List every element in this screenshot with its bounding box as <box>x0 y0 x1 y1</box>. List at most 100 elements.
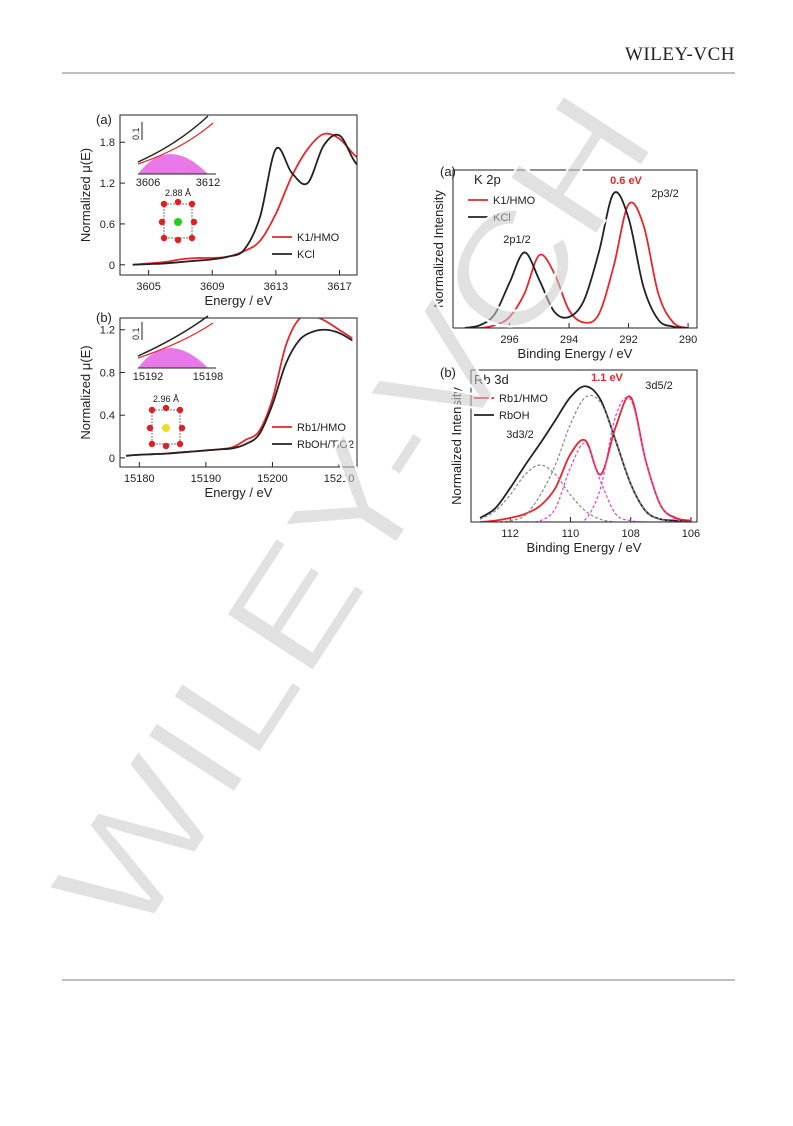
x-axis-label: Binding Energy / eV <box>527 540 642 555</box>
y-tick-label: 1.2 <box>100 325 115 337</box>
y-tick-label: 0 <box>109 260 115 272</box>
chart: (a) 296 294 292 290 Binding Energy / eV Normal… <box>431 164 698 361</box>
chart: (a) 3605 3609 3613 3617 0 0.6 1.2 1.8 Energy / eV… <box>78 112 358 308</box>
legend-label: K1/HMO <box>493 195 536 207</box>
component-curve <box>480 396 692 522</box>
oxygen-atom <box>160 200 168 208</box>
plot-area <box>464 191 689 328</box>
y-axis-label: Normalized μ(E) <box>78 148 93 242</box>
y-axis-label: Normalized μ(E) <box>78 345 93 439</box>
spectrum-line <box>464 191 689 328</box>
bond-length: 2.96 Å <box>153 394 179 404</box>
oxygen-atom <box>188 234 196 242</box>
oxygen-atom <box>158 218 166 226</box>
x-tick-label: 294 <box>560 334 578 346</box>
annotation: 2p1/2 <box>503 234 531 246</box>
spectrum-line <box>132 132 357 266</box>
x-tick-label: 110 <box>562 528 580 540</box>
plot-frame <box>119 114 358 276</box>
inset-tick-label: 3612 <box>196 177 220 189</box>
center-atom <box>162 424 170 432</box>
x-axis-label: Energy / eV <box>205 485 273 500</box>
inset-tick-label: 3606 <box>136 177 160 189</box>
plot-area <box>125 318 353 457</box>
chart: (b) 112 110 108 106 Binding Energy / eV Normal… <box>440 365 700 555</box>
legend-label: K1/HMO <box>297 232 340 244</box>
spectrum-line <box>132 133 357 266</box>
inset-curve <box>137 115 209 163</box>
x-tick-label: 292 <box>619 334 637 346</box>
legend-label: RbOH/TiO2 <box>297 439 354 451</box>
oxygen-atom <box>174 236 182 244</box>
x-tick-label: 112 <box>501 528 519 540</box>
x-axis-label: Energy / eV <box>205 293 273 308</box>
panel-label: (a) <box>440 164 456 179</box>
inset-peak <box>138 154 208 174</box>
plot-frame <box>452 169 698 329</box>
annotation: 0.6 eV <box>610 175 642 187</box>
x-axis-label: Binding Energy / eV <box>518 346 633 361</box>
annotation: 3d5/2 <box>645 380 673 392</box>
x-tick-label: 296 <box>500 334 518 346</box>
scale-label: 0.1 <box>131 327 141 340</box>
oxygen-atom <box>178 424 186 432</box>
x-tick-label: 3605 <box>136 281 160 293</box>
inset-curve <box>137 122 214 165</box>
oxygen-atom <box>176 440 184 448</box>
inset-curve <box>137 322 214 359</box>
panel-label: (b) <box>96 310 112 325</box>
x-tick-label: 108 <box>622 528 640 540</box>
inset-peak <box>138 348 208 368</box>
x-tick-label: 15180 <box>124 473 155 485</box>
plot-frame <box>470 369 698 523</box>
x-tick-label: 106 <box>682 528 700 540</box>
plot-area <box>479 385 692 522</box>
annotation: K 2p <box>474 172 501 187</box>
x-tick-label: 15210 <box>324 473 355 485</box>
x-tick-label: 3617 <box>327 281 351 293</box>
inset-tick-label: 15198 <box>193 371 224 383</box>
legend-label: KCl <box>297 249 315 261</box>
chart: (b) 15180 15190 15200 15210 0 0.4 0.8 1.2 Energy … <box>78 310 358 500</box>
legend-label: Rb1/HMO <box>499 393 548 405</box>
y-tick-label: 1.2 <box>100 178 115 190</box>
oxygen-atom <box>188 200 196 208</box>
x-tick-label: 15200 <box>257 473 288 485</box>
y-axis-label: Normalized Intensity <box>431 190 446 308</box>
y-tick-label: 0.6 <box>100 219 115 231</box>
oxygen-atom <box>176 406 184 414</box>
oxygen-atom <box>190 218 198 226</box>
plot-area <box>132 132 357 266</box>
oxygen-atom <box>174 198 182 206</box>
annotation: 2p3/2 <box>651 188 679 200</box>
oxygen-atom <box>146 424 154 432</box>
panel-label: (b) <box>440 365 456 380</box>
plot-frame <box>119 317 358 468</box>
center-atom <box>174 218 182 226</box>
y-tick-label: 1.8 <box>100 137 115 149</box>
inset-tick-label: 15192 <box>133 371 164 383</box>
oxygen-atom <box>148 406 156 414</box>
oxygen-atom <box>162 442 170 450</box>
x-tick-label: 15190 <box>191 473 222 485</box>
oxygen-atom <box>148 440 156 448</box>
y-tick-label: 0.8 <box>100 367 115 379</box>
legend-label: RbOH <box>499 410 530 422</box>
oxygen-atom <box>162 404 170 412</box>
legend-label: KCl <box>493 212 511 224</box>
x-tick-label: 3609 <box>200 281 224 293</box>
spectrum-line <box>464 201 689 328</box>
publisher-logo: WILEY-VCH <box>625 44 735 65</box>
scale-label: 0.1 <box>131 127 141 140</box>
component-curve <box>479 464 691 522</box>
y-tick-label: 0 <box>109 453 115 465</box>
bond-length: 2.88 Å <box>165 188 191 198</box>
spectrum-line <box>125 328 353 457</box>
x-tick-label: 3613 <box>264 281 288 293</box>
y-axis-label: Normalized Intensity <box>449 387 464 505</box>
annotation: Rb 3d <box>474 372 509 387</box>
panel-label: (a) <box>96 112 112 127</box>
annotation: 1.1 eV <box>591 372 623 384</box>
legend-label: Rb1/HMO <box>297 422 346 434</box>
y-tick-label: 0.4 <box>100 410 115 422</box>
